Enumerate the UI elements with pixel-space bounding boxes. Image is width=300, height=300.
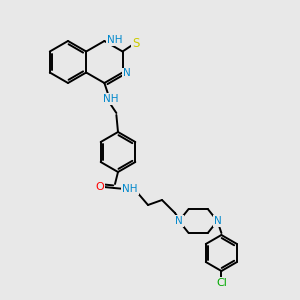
Text: S: S (132, 37, 139, 50)
Text: N: N (175, 216, 183, 226)
Text: N: N (123, 68, 130, 79)
Text: N: N (214, 216, 221, 226)
Text: NH: NH (103, 94, 118, 104)
Text: Cl: Cl (216, 278, 227, 288)
Text: O: O (96, 182, 104, 192)
Text: NH: NH (106, 35, 122, 45)
Text: NH: NH (122, 184, 138, 194)
